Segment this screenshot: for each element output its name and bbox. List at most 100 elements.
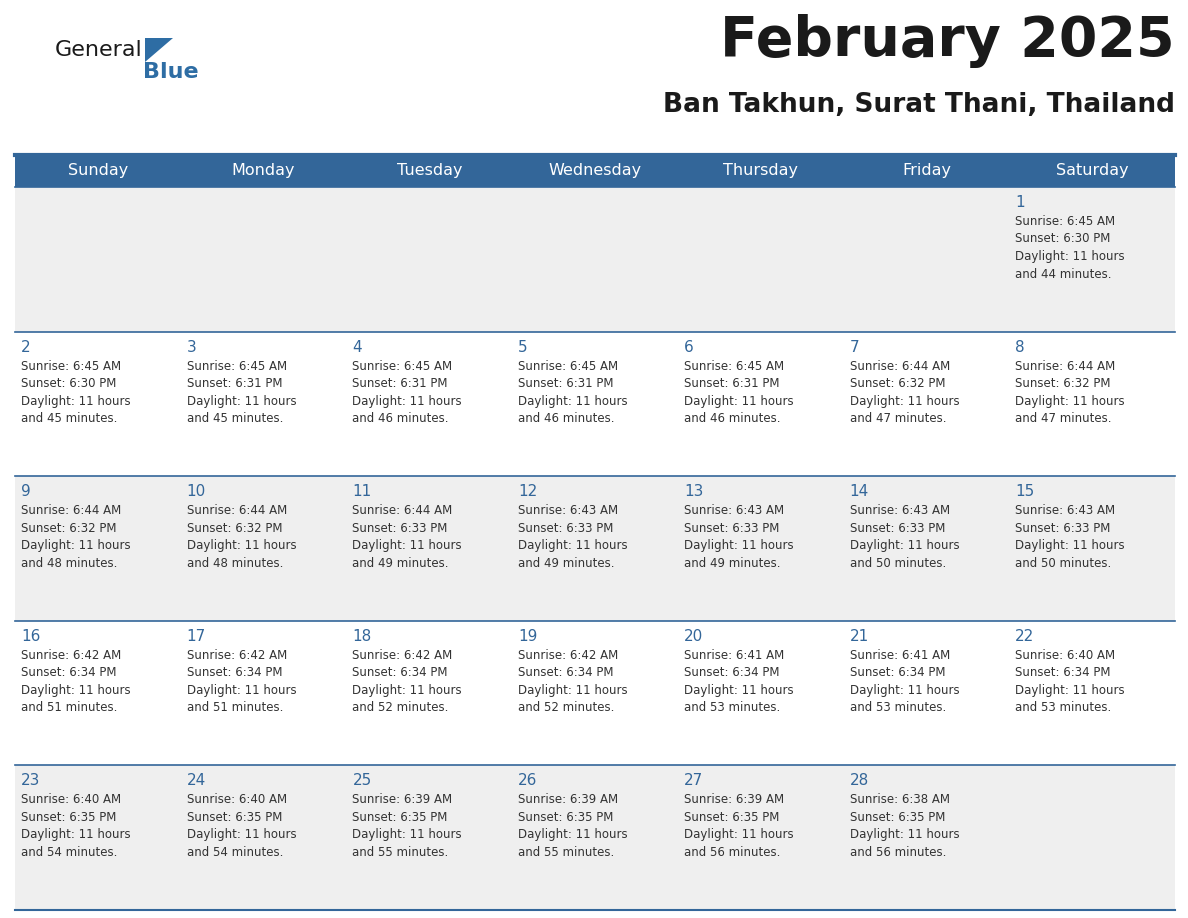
Text: Daylight: 11 hours: Daylight: 11 hours [518,539,627,553]
Text: and 49 minutes.: and 49 minutes. [684,556,781,570]
Text: Sunset: 6:31 PM: Sunset: 6:31 PM [353,377,448,390]
Text: Sunrise: 6:42 AM: Sunrise: 6:42 AM [21,649,121,662]
Text: 24: 24 [187,773,206,789]
Text: Daylight: 11 hours: Daylight: 11 hours [21,684,131,697]
Text: Sunset: 6:33 PM: Sunset: 6:33 PM [353,521,448,534]
Bar [347,155,512,187]
Text: Sunrise: 6:40 AM: Sunrise: 6:40 AM [21,793,121,806]
Bar [843,476,1010,621]
Bar [843,187,1010,331]
Text: Sunrise: 6:42 AM: Sunrise: 6:42 AM [518,649,619,662]
Text: 8: 8 [1016,340,1025,354]
Bar [15,476,181,621]
Text: Daylight: 11 hours: Daylight: 11 hours [849,828,959,842]
Text: and 48 minutes.: and 48 minutes. [21,556,118,570]
Bar [843,331,1010,476]
Bar [1010,476,1175,621]
Text: Daylight: 11 hours: Daylight: 11 hours [684,828,794,842]
Text: and 45 minutes.: and 45 minutes. [187,412,283,425]
Text: Sunday: Sunday [68,163,128,178]
Text: 10: 10 [187,484,206,499]
Text: Sunset: 6:34 PM: Sunset: 6:34 PM [518,666,614,679]
Text: Daylight: 11 hours: Daylight: 11 hours [21,828,131,842]
Text: and 52 minutes.: and 52 minutes. [518,701,614,714]
Text: 19: 19 [518,629,537,644]
Text: Sunrise: 6:41 AM: Sunrise: 6:41 AM [684,649,784,662]
Bar [347,621,512,766]
Bar [678,476,843,621]
Text: and 55 minutes.: and 55 minutes. [518,845,614,859]
Bar [1010,187,1175,331]
Text: Sunrise: 6:45 AM: Sunrise: 6:45 AM [518,360,618,373]
Bar [181,476,347,621]
Text: and 56 minutes.: and 56 minutes. [849,845,946,859]
Text: 17: 17 [187,629,206,644]
Text: Daylight: 11 hours: Daylight: 11 hours [518,684,627,697]
Bar [512,621,678,766]
Text: 11: 11 [353,484,372,499]
Bar [15,187,181,331]
Text: Sunrise: 6:45 AM: Sunrise: 6:45 AM [21,360,121,373]
Text: Sunset: 6:32 PM: Sunset: 6:32 PM [187,521,283,534]
Text: Daylight: 11 hours: Daylight: 11 hours [187,539,296,553]
Bar [843,621,1010,766]
Text: Sunset: 6:34 PM: Sunset: 6:34 PM [353,666,448,679]
Text: Sunset: 6:34 PM: Sunset: 6:34 PM [187,666,283,679]
Text: Monday: Monday [232,163,296,178]
Text: Daylight: 11 hours: Daylight: 11 hours [849,539,959,553]
Bar [181,331,347,476]
Text: Wednesday: Wednesday [549,163,642,178]
Text: 7: 7 [849,340,859,354]
Bar [15,155,181,187]
Bar [512,187,678,331]
Text: Sunrise: 6:44 AM: Sunrise: 6:44 AM [849,360,950,373]
Bar [678,766,843,910]
Text: Sunrise: 6:38 AM: Sunrise: 6:38 AM [849,793,949,806]
Text: and 56 minutes.: and 56 minutes. [684,845,781,859]
Text: Sunrise: 6:40 AM: Sunrise: 6:40 AM [1016,649,1116,662]
Text: Daylight: 11 hours: Daylight: 11 hours [684,539,794,553]
Text: Sunrise: 6:45 AM: Sunrise: 6:45 AM [684,360,784,373]
Text: Sunrise: 6:39 AM: Sunrise: 6:39 AM [353,793,453,806]
Text: Sunset: 6:30 PM: Sunset: 6:30 PM [1016,232,1111,245]
Bar [843,155,1010,187]
Text: and 51 minutes.: and 51 minutes. [21,701,118,714]
Text: Sunrise: 6:45 AM: Sunrise: 6:45 AM [353,360,453,373]
Text: and 54 minutes.: and 54 minutes. [21,845,118,859]
Text: Sunset: 6:32 PM: Sunset: 6:32 PM [849,377,946,390]
Text: Sunrise: 6:43 AM: Sunrise: 6:43 AM [849,504,949,517]
Bar [678,331,843,476]
Text: Daylight: 11 hours: Daylight: 11 hours [1016,250,1125,263]
Text: Sunset: 6:33 PM: Sunset: 6:33 PM [684,521,779,534]
Text: Saturday: Saturday [1056,163,1129,178]
Text: Friday: Friday [902,163,950,178]
Bar [181,155,347,187]
Text: Sunset: 6:35 PM: Sunset: 6:35 PM [849,811,944,823]
Text: 3: 3 [187,340,196,354]
Text: and 52 minutes.: and 52 minutes. [353,701,449,714]
Text: Sunrise: 6:42 AM: Sunrise: 6:42 AM [187,649,287,662]
Text: Sunset: 6:31 PM: Sunset: 6:31 PM [684,377,779,390]
Bar [347,331,512,476]
Text: Daylight: 11 hours: Daylight: 11 hours [21,539,131,553]
Text: Sunset: 6:31 PM: Sunset: 6:31 PM [518,377,614,390]
Bar [181,621,347,766]
Text: Daylight: 11 hours: Daylight: 11 hours [1016,684,1125,697]
Text: Sunset: 6:34 PM: Sunset: 6:34 PM [21,666,116,679]
Text: and 50 minutes.: and 50 minutes. [1016,556,1112,570]
Text: 12: 12 [518,484,537,499]
Bar [512,155,678,187]
Text: Daylight: 11 hours: Daylight: 11 hours [353,684,462,697]
Text: Daylight: 11 hours: Daylight: 11 hours [518,828,627,842]
Text: 27: 27 [684,773,703,789]
Text: and 53 minutes.: and 53 minutes. [684,701,781,714]
Text: and 45 minutes.: and 45 minutes. [21,412,118,425]
Bar [512,766,678,910]
Text: Sunset: 6:35 PM: Sunset: 6:35 PM [21,811,116,823]
Bar [15,331,181,476]
Text: 2: 2 [21,340,31,354]
Text: Sunrise: 6:45 AM: Sunrise: 6:45 AM [1016,215,1116,228]
Text: Sunrise: 6:40 AM: Sunrise: 6:40 AM [187,793,286,806]
Text: February 2025: February 2025 [720,14,1175,68]
Bar [347,766,512,910]
